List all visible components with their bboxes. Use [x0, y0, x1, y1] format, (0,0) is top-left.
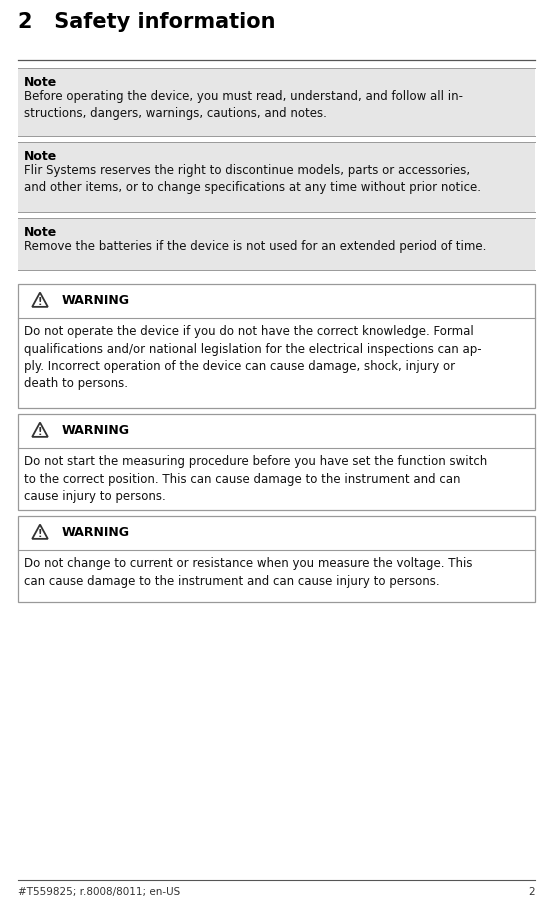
Text: Note: Note — [24, 226, 58, 239]
FancyBboxPatch shape — [18, 284, 535, 408]
FancyBboxPatch shape — [18, 68, 535, 136]
Text: Do not start the measuring procedure before you have set the function switch
to : Do not start the measuring procedure bef… — [24, 455, 487, 503]
Text: Note: Note — [24, 150, 58, 163]
FancyBboxPatch shape — [18, 218, 535, 270]
Text: Do not change to current or resistance when you measure the voltage. This
can ca: Do not change to current or resistance w… — [24, 557, 472, 587]
Text: Remove the batteries if the device is not used for an extended period of time.: Remove the batteries if the device is no… — [24, 240, 487, 253]
Text: Note: Note — [24, 76, 58, 89]
Text: !: ! — [38, 427, 42, 437]
Text: 2: 2 — [528, 887, 535, 897]
Text: 2   Safety information: 2 Safety information — [18, 12, 275, 32]
Text: Flir Systems reserves the right to discontinue models, parts or accessories,
and: Flir Systems reserves the right to disco… — [24, 164, 481, 195]
Text: WARNING: WARNING — [62, 294, 130, 306]
Text: WARNING: WARNING — [62, 424, 130, 436]
Text: WARNING: WARNING — [62, 525, 130, 538]
FancyBboxPatch shape — [18, 142, 535, 212]
Text: !: ! — [38, 529, 42, 539]
Text: #T559825; r.8008/8011; en-US: #T559825; r.8008/8011; en-US — [18, 887, 180, 897]
FancyBboxPatch shape — [18, 414, 535, 510]
Text: Do not operate the device if you do not have the correct knowledge. Formal
quali: Do not operate the device if you do not … — [24, 325, 482, 391]
FancyBboxPatch shape — [18, 516, 535, 602]
Text: !: ! — [38, 297, 42, 307]
Text: Before operating the device, you must read, understand, and follow all in-
struc: Before operating the device, you must re… — [24, 90, 463, 121]
